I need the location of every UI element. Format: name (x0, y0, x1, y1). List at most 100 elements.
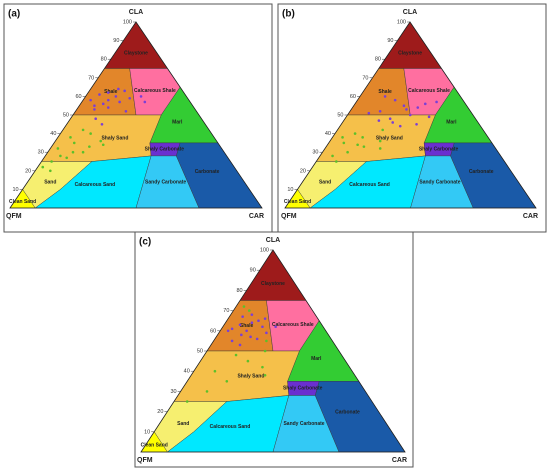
data-point (230, 327, 234, 331)
data-point (427, 115, 431, 119)
data-point (346, 150, 349, 154)
region-label: Claystone (398, 50, 422, 56)
axis-label: CLA (266, 237, 280, 244)
region-label: Shaly Carbonate (145, 147, 185, 153)
data-point (225, 380, 229, 383)
data-point (185, 400, 189, 403)
tick-label: 50 (337, 112, 343, 118)
data-point (99, 139, 103, 143)
axis-label: CLA (129, 9, 143, 16)
data-point (353, 132, 357, 135)
tick-label: 40 (325, 131, 331, 137)
tick-label: 80 (236, 288, 242, 294)
tick-label: 90 (387, 38, 393, 44)
ternary-panel: Claystone Shale Calcareous Shale Marl Shaly … (277, 3, 547, 233)
data-point (106, 106, 110, 109)
data-point (230, 339, 234, 343)
region-label: Claystone (124, 50, 148, 56)
data-point (65, 156, 68, 160)
tick-label: 20 (300, 168, 306, 174)
data-point (238, 343, 242, 347)
data-point (59, 154, 62, 158)
data-point (261, 365, 264, 369)
data-point (143, 100, 147, 104)
tick-label: 100 (397, 19, 406, 25)
region-label: Shaly Carbonate (283, 386, 323, 392)
data-point (124, 109, 128, 113)
data-point (241, 315, 244, 318)
region-label: Shaly Carbonate (419, 147, 459, 153)
tick-label: 70 (362, 75, 368, 81)
ternary-panel: Claystone Shale Calcareous Shale Marl Shaly … (134, 231, 414, 468)
region-label: Clean Sand (9, 199, 36, 205)
data-point (114, 95, 118, 98)
region-label: Claystone (261, 281, 285, 287)
data-point (81, 128, 85, 132)
data-point (100, 123, 104, 126)
data-point (274, 325, 277, 329)
data-point (381, 128, 384, 132)
data-point (398, 124, 402, 128)
data-point (117, 87, 120, 91)
data-point (234, 353, 238, 357)
region-label: Marl (172, 119, 183, 125)
data-point (88, 145, 91, 148)
data-point (205, 390, 209, 393)
tick-label: 90 (250, 268, 256, 274)
region-label: Calcareous Shale (272, 322, 314, 328)
data-point (89, 98, 92, 102)
tick-label: 60 (75, 94, 81, 100)
region-label: Clean Sand (141, 443, 168, 449)
region-label: Sand (44, 179, 56, 185)
data-point (361, 136, 364, 139)
data-point (408, 113, 412, 117)
data-point (378, 109, 382, 113)
data-point (93, 108, 96, 111)
panel-label: (a) (8, 9, 20, 20)
data-point (101, 102, 105, 106)
data-point (263, 349, 267, 353)
tick-label: 40 (50, 131, 56, 137)
axis-label: CAR (249, 213, 264, 220)
data-point (101, 143, 105, 147)
data-point (56, 147, 60, 150)
tick-label: 70 (88, 75, 94, 81)
data-point (123, 89, 126, 93)
region-label: Carbonate (195, 169, 220, 175)
data-point (416, 106, 420, 109)
tick-label: 20 (157, 409, 163, 415)
data-point (391, 121, 395, 124)
axis-label: QFM (6, 213, 22, 220)
data-point (378, 139, 382, 143)
tick-label: 30 (38, 150, 44, 156)
region-label: Calcareous Shale (408, 88, 450, 94)
region-label: Shaly Sand (376, 135, 403, 141)
data-point (263, 373, 267, 377)
data-point (362, 145, 366, 148)
data-point (98, 93, 101, 96)
tick-label: 50 (63, 112, 69, 118)
axis-label: CAR (523, 213, 538, 220)
data-point (50, 160, 53, 163)
tick-label: 100 (260, 247, 269, 253)
tick-label: 40 (184, 369, 190, 375)
tick-label: 20 (25, 168, 31, 174)
data-point (247, 309, 251, 312)
data-point (335, 160, 338, 163)
region-label: Calcareous Sand (75, 182, 116, 188)
data-point (213, 369, 217, 373)
data-point (69, 136, 72, 139)
data-point (341, 136, 344, 139)
data-point (242, 305, 246, 308)
data-point (81, 150, 85, 154)
data-point (367, 111, 371, 115)
tick-label: 50 (197, 348, 203, 354)
data-point (240, 333, 243, 337)
axis-label: CLA (403, 9, 417, 16)
region-label: Shale (104, 89, 118, 95)
data-point (128, 96, 131, 100)
tick-label: 90 (113, 38, 119, 44)
region-label: Calcareous Shale (134, 88, 176, 94)
data-point (238, 323, 242, 327)
